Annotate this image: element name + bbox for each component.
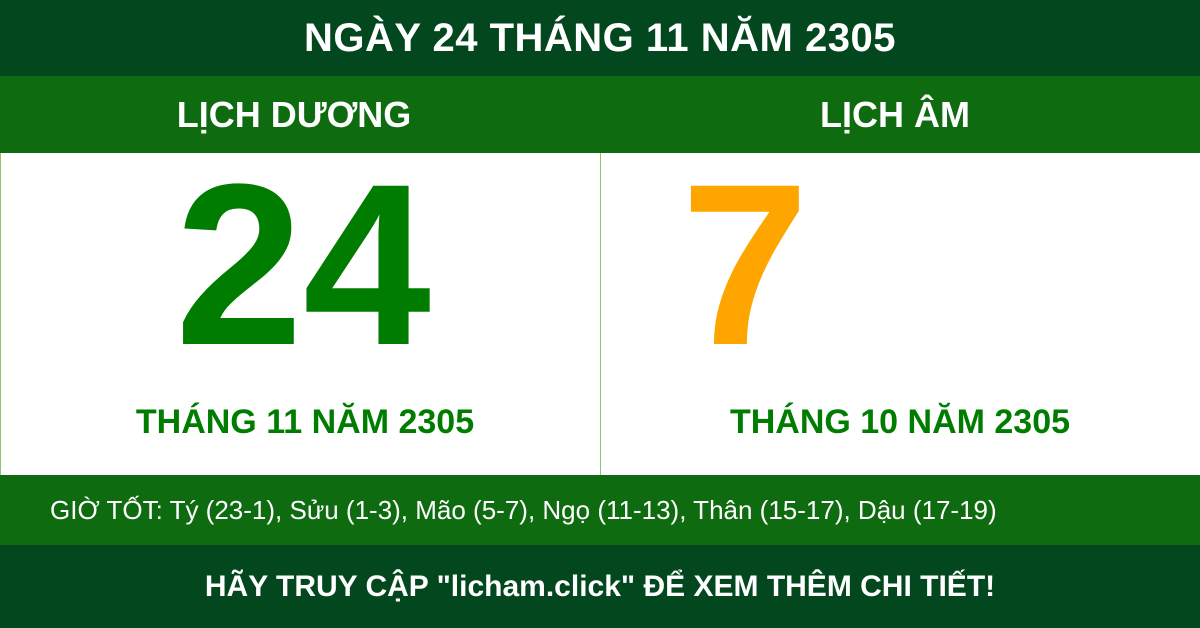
column-headers: LỊCH DƯƠNG LỊCH ÂM [0, 76, 1200, 153]
solar-day: 24 [175, 136, 431, 393]
lunar-calendar-label: LỊCH ÂM [820, 93, 970, 135]
lunar-day: 7 [681, 136, 809, 393]
column-divider [600, 153, 601, 475]
solar-calendar-label: LỊCH DƯƠNG [176, 93, 412, 135]
good-hours: GIỜ TỐT: Tý (23-1), Sửu (1-3), Mão (5-7)… [0, 475, 1200, 545]
solar-month-year: THÁNG 11 NĂM 2305 [135, 403, 475, 441]
page-title: NGÀY 24 THÁNG 11 NĂM 2305 [0, 0, 1200, 76]
footer-cta: HÃY TRUY CẬP "licham.click" ĐỂ XEM THÊM … [0, 545, 1200, 628]
lunar-month-year: THÁNG 10 NĂM 2305 [729, 403, 1071, 441]
